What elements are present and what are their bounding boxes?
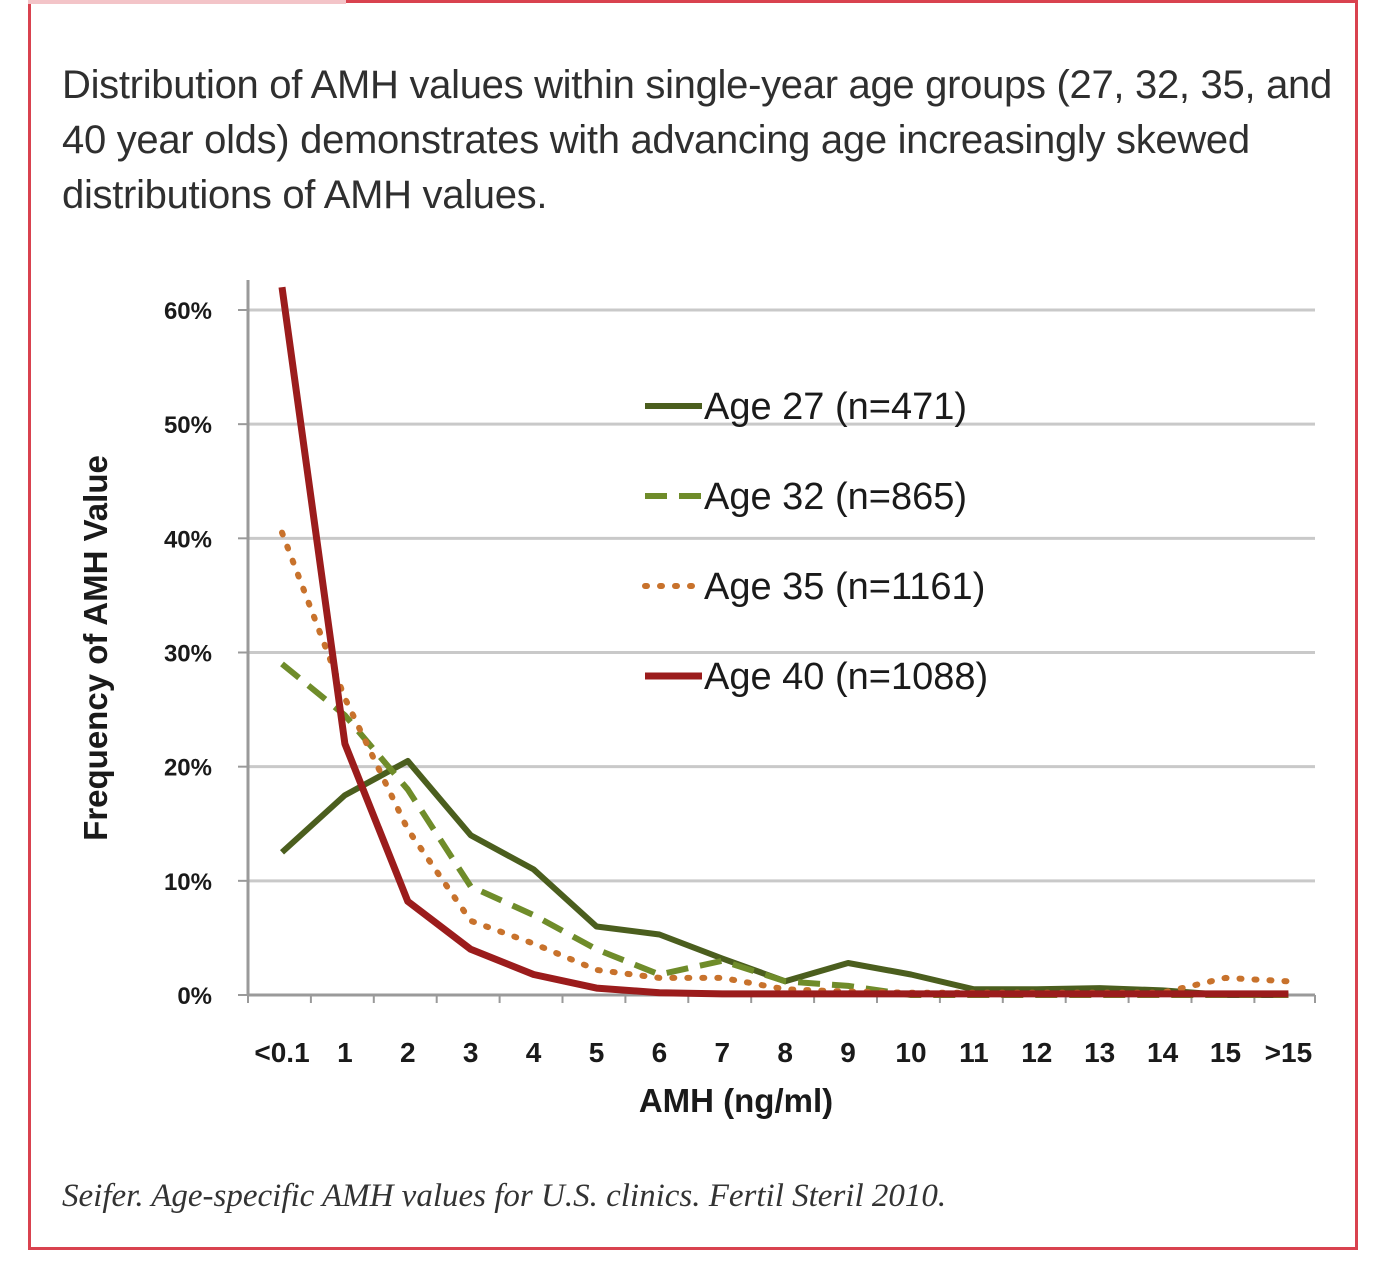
x-tick-label: >15 xyxy=(1265,1037,1313,1068)
x-tick-label: 8 xyxy=(777,1037,793,1068)
legend: Age 27 (n=471) Age 32 (n=865) Age 35 (n=11… xyxy=(642,386,988,698)
grid-lines xyxy=(248,308,1315,883)
x-tick-label: 14 xyxy=(1147,1037,1179,1068)
x-tick-label: 11 xyxy=(959,1037,989,1068)
series-age-32-line xyxy=(280,661,1289,998)
legend-label: Age 35 (n=1161) xyxy=(704,566,985,608)
y-tick-label: 0% xyxy=(177,983,212,1010)
x-tick-label: 5 xyxy=(589,1037,605,1068)
x-tick-label: 9 xyxy=(840,1037,856,1068)
y-tick-label: 40% xyxy=(164,526,212,553)
legend-label: Age 32 (n=865) xyxy=(704,476,967,518)
y-tick-label: 50% xyxy=(164,412,212,439)
series-age-40-line xyxy=(278,286,1289,998)
frame-top-edge xyxy=(28,0,346,4)
y-tick-label: 20% xyxy=(164,755,212,782)
y-tick-label: 30% xyxy=(164,641,212,668)
figure-frame xyxy=(28,0,1358,1250)
x-tick-label: 6 xyxy=(652,1037,668,1068)
legend-label: Age 40 (n=1088) xyxy=(704,656,988,698)
x-tick-label: 3 xyxy=(463,1037,479,1068)
x-tick-label: 15 xyxy=(1210,1037,1241,1068)
x-tick-label: 10 xyxy=(895,1037,926,1068)
y-axis-title: Frequency of AMH Value xyxy=(77,455,114,841)
x-tick-label: 13 xyxy=(1084,1037,1115,1068)
x-tick-label: 12 xyxy=(1021,1037,1052,1068)
x-tick-label: <0.1 xyxy=(254,1037,309,1068)
x-axis-title: AMH (ng/ml) xyxy=(639,1082,833,1119)
y-tick-label: 10% xyxy=(164,869,212,896)
x-tick-label: 1 xyxy=(337,1037,353,1068)
x-tick-label: 7 xyxy=(715,1037,731,1068)
x-tick-label: 2 xyxy=(400,1037,416,1068)
series-age-27-line xyxy=(279,758,1289,998)
series-lines xyxy=(278,286,1292,998)
x-tick-label: 4 xyxy=(526,1037,542,1068)
y-tick-label: 60% xyxy=(164,298,212,325)
legend-label: Age 27 (n=471) xyxy=(704,386,967,428)
figure-caption: Distribution of AMH values within single… xyxy=(62,63,1332,217)
source-citation: Seifer. Age-specific AMH values for U.S.… xyxy=(62,1178,947,1214)
